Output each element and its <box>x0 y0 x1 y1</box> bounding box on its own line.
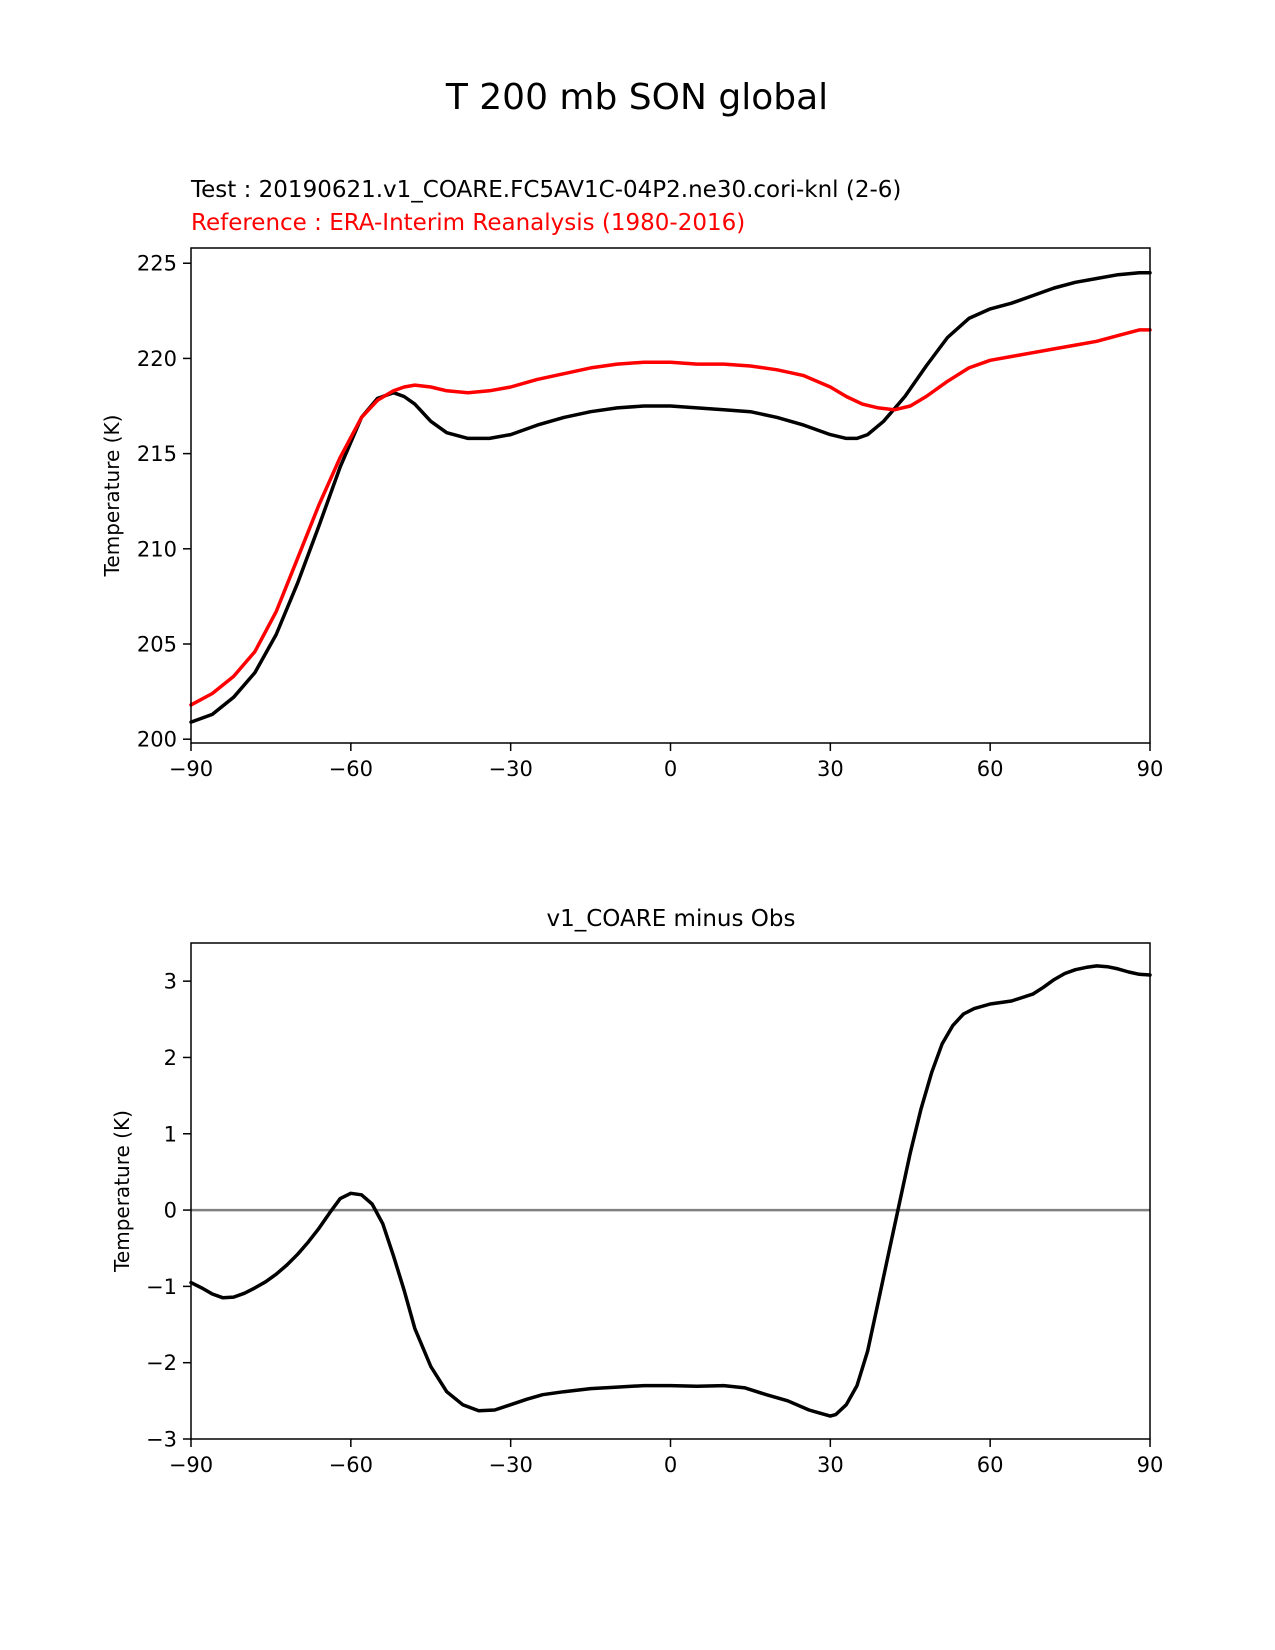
y-tick-label: 3 <box>164 970 177 994</box>
x-tick-label: 0 <box>664 1453 677 1477</box>
bottom-y-axis-label: Temperature (K) <box>110 1110 134 1273</box>
test-label: Test : 20190621.v1_COARE.FC5AV1C-04P2.ne… <box>190 177 901 203</box>
y-tick-label: 0 <box>164 1199 177 1223</box>
top-plot-frame <box>190 247 1151 744</box>
y-tick-label: 215 <box>137 442 177 466</box>
y-tick-label: 1 <box>164 1122 177 1146</box>
y-tick-label: 210 <box>137 537 177 561</box>
x-tick-label: −90 <box>169 757 213 781</box>
x-tick-label: 30 <box>817 1453 844 1477</box>
x-tick-label: 60 <box>977 757 1004 781</box>
top-y-axis-label: Temperature (K) <box>100 415 124 578</box>
x-tick-label: −60 <box>329 757 373 781</box>
y-tick-label: 2 <box>164 1046 177 1070</box>
x-tick-label: −30 <box>489 757 533 781</box>
y-tick-label: 225 <box>137 252 177 276</box>
x-tick-label: 90 <box>1137 757 1164 781</box>
figure-title: T 200 mb SON global <box>445 77 828 118</box>
x-tick-label: −60 <box>329 1453 373 1477</box>
bottom-plot-frame <box>190 942 1151 1440</box>
x-tick-label: −90 <box>169 1453 213 1477</box>
x-tick-label: −30 <box>489 1453 533 1477</box>
bottom-chart: v1_COARE minus Obs −90 −60 −30 0 30 60 90−3−2−… <box>110 906 1163 1477</box>
series-line-v1-coare-minus-obs <box>189 964 1152 1418</box>
y-tick-label: 220 <box>137 347 177 371</box>
top-chart: Test : 20190621.v1_COARE.FC5AV1C-04P2.ne… <box>100 177 1163 781</box>
y-tick-label: −2 <box>146 1351 177 1375</box>
y-tick-label: 200 <box>137 728 177 752</box>
y-tick-label: 205 <box>137 633 177 657</box>
series-line-reference <box>189 328 1152 707</box>
x-tick-label: 0 <box>664 757 677 781</box>
x-tick-label: 60 <box>977 1453 1004 1477</box>
y-tick-label: −3 <box>146 1428 177 1452</box>
x-tick-label: 90 <box>1137 1453 1164 1477</box>
bottom-chart-title: v1_COARE minus Obs <box>547 906 796 932</box>
y-tick-label: −1 <box>146 1275 177 1299</box>
x-tick-label: 30 <box>817 757 844 781</box>
reference-label: Reference : ERA-Interim Reanalysis (1980… <box>191 210 745 236</box>
